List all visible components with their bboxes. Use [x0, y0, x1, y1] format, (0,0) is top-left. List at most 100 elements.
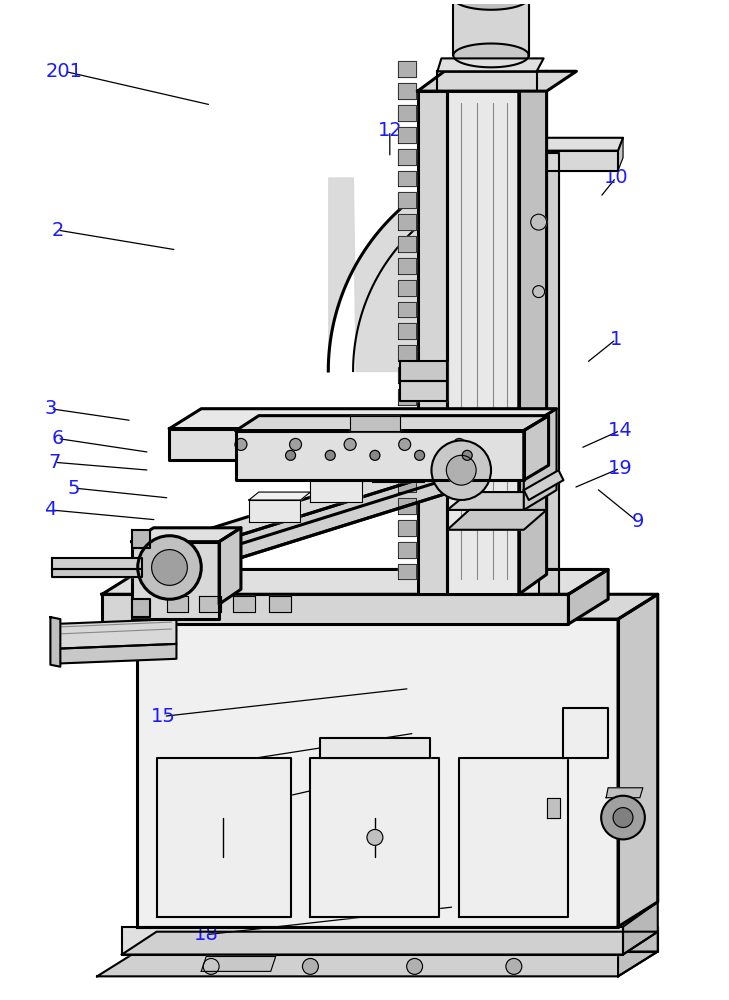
- Text: 11: 11: [558, 138, 582, 157]
- Polygon shape: [170, 429, 523, 460]
- Polygon shape: [132, 530, 149, 548]
- Polygon shape: [206, 431, 537, 542]
- Polygon shape: [249, 492, 311, 500]
- Polygon shape: [398, 542, 416, 558]
- Polygon shape: [523, 416, 549, 480]
- Polygon shape: [269, 596, 291, 612]
- Polygon shape: [564, 708, 608, 758]
- Polygon shape: [52, 644, 176, 664]
- Polygon shape: [539, 153, 558, 594]
- Text: 12: 12: [378, 121, 402, 140]
- Circle shape: [152, 550, 187, 585]
- Polygon shape: [453, 0, 529, 10]
- Polygon shape: [398, 171, 416, 186]
- Circle shape: [367, 829, 383, 845]
- Polygon shape: [398, 149, 416, 165]
- Polygon shape: [523, 470, 564, 500]
- Polygon shape: [137, 619, 618, 927]
- Polygon shape: [311, 472, 372, 480]
- Text: 9: 9: [632, 512, 644, 531]
- Circle shape: [325, 450, 335, 460]
- Polygon shape: [523, 409, 556, 510]
- Polygon shape: [398, 454, 416, 470]
- Polygon shape: [453, 0, 529, 55]
- Circle shape: [453, 438, 465, 450]
- Polygon shape: [618, 594, 658, 927]
- Polygon shape: [236, 431, 523, 480]
- Text: 1: 1: [610, 330, 623, 349]
- Polygon shape: [236, 416, 549, 431]
- Polygon shape: [437, 58, 544, 71]
- Polygon shape: [132, 599, 149, 617]
- Polygon shape: [398, 214, 416, 230]
- Polygon shape: [453, 44, 529, 67]
- Polygon shape: [122, 927, 623, 955]
- Polygon shape: [219, 442, 537, 565]
- Text: 3: 3: [44, 399, 57, 418]
- Polygon shape: [618, 927, 658, 976]
- Polygon shape: [249, 500, 300, 522]
- Circle shape: [506, 958, 522, 974]
- Polygon shape: [448, 510, 547, 530]
- Polygon shape: [372, 460, 424, 482]
- Polygon shape: [52, 619, 176, 649]
- Polygon shape: [372, 452, 434, 460]
- Polygon shape: [398, 433, 416, 448]
- Polygon shape: [157, 758, 291, 917]
- Circle shape: [531, 214, 547, 230]
- Polygon shape: [398, 258, 416, 274]
- Text: 5: 5: [68, 479, 80, 498]
- Polygon shape: [437, 71, 537, 91]
- Circle shape: [601, 796, 645, 839]
- Text: 7: 7: [48, 453, 61, 472]
- Circle shape: [289, 438, 302, 450]
- Polygon shape: [137, 927, 658, 952]
- Polygon shape: [398, 127, 416, 143]
- Polygon shape: [50, 617, 61, 667]
- Polygon shape: [52, 569, 141, 577]
- Circle shape: [613, 808, 633, 827]
- Polygon shape: [459, 758, 569, 917]
- Polygon shape: [569, 569, 608, 624]
- Circle shape: [286, 450, 295, 460]
- Polygon shape: [399, 361, 448, 381]
- Polygon shape: [448, 91, 519, 594]
- Polygon shape: [399, 381, 448, 401]
- Polygon shape: [97, 952, 658, 976]
- Text: 16: 16: [167, 760, 192, 779]
- Polygon shape: [199, 596, 221, 612]
- Text: 17: 17: [181, 808, 206, 827]
- Circle shape: [370, 450, 380, 460]
- Polygon shape: [398, 367, 416, 383]
- Polygon shape: [102, 594, 569, 624]
- Polygon shape: [320, 738, 429, 758]
- Polygon shape: [398, 192, 416, 208]
- Polygon shape: [311, 758, 440, 917]
- Polygon shape: [398, 61, 416, 77]
- Polygon shape: [519, 151, 618, 171]
- Polygon shape: [398, 83, 416, 99]
- Polygon shape: [519, 138, 623, 151]
- Polygon shape: [52, 558, 141, 569]
- Text: 15: 15: [151, 707, 176, 726]
- Polygon shape: [166, 596, 188, 612]
- Polygon shape: [398, 280, 416, 296]
- Polygon shape: [606, 788, 643, 798]
- Polygon shape: [398, 411, 416, 427]
- Circle shape: [138, 536, 201, 599]
- Circle shape: [303, 958, 319, 974]
- Polygon shape: [311, 480, 362, 502]
- Polygon shape: [398, 302, 416, 317]
- Polygon shape: [618, 138, 623, 171]
- Polygon shape: [547, 798, 561, 818]
- Circle shape: [446, 455, 476, 485]
- Polygon shape: [398, 105, 416, 121]
- Polygon shape: [448, 492, 547, 510]
- Polygon shape: [170, 409, 556, 429]
- Text: 2: 2: [51, 221, 63, 240]
- Circle shape: [462, 450, 472, 460]
- Text: 201: 201: [46, 62, 83, 81]
- Polygon shape: [418, 91, 448, 594]
- Text: 20: 20: [155, 538, 179, 557]
- Polygon shape: [519, 71, 547, 594]
